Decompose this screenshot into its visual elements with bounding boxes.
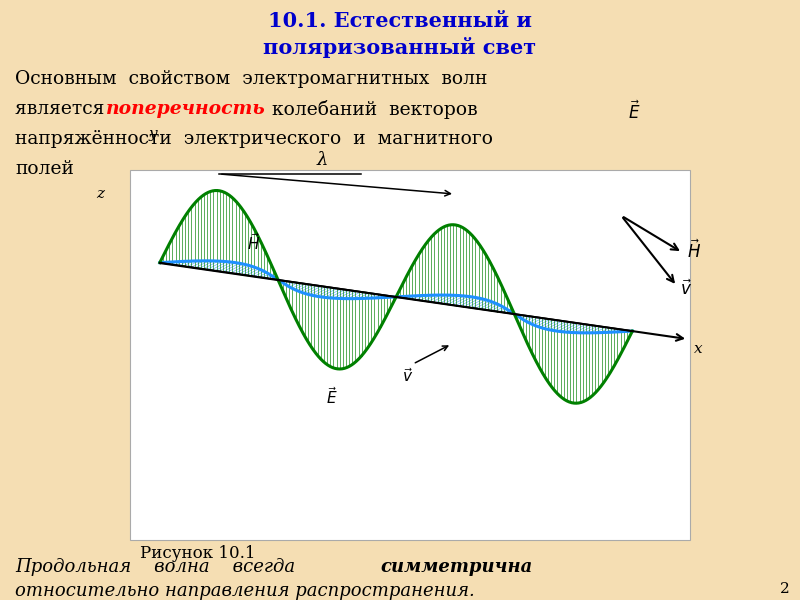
Text: напряжённости  электрического  и  магнитного: напряжённости электрического и магнитног… bbox=[15, 130, 493, 148]
Text: колебаний  векторов: колебаний векторов bbox=[260, 100, 478, 119]
Text: $\vec{E}$: $\vec{E}$ bbox=[326, 386, 338, 407]
Text: $\vec{v}$: $\vec{v}$ bbox=[680, 280, 692, 299]
FancyBboxPatch shape bbox=[130, 170, 690, 540]
Text: $\vec{H}$: $\vec{H}$ bbox=[687, 239, 701, 262]
Text: z: z bbox=[96, 187, 104, 201]
Text: относительно направления распространения.: относительно направления распространения… bbox=[15, 582, 474, 600]
Text: полей: полей bbox=[15, 160, 74, 178]
Text: Основным  свойством  электромагнитных  волн: Основным свойством электромагнитных волн bbox=[15, 70, 487, 88]
Text: 10.1. Естественный и
поляризованный свет: 10.1. Естественный и поляризованный свет bbox=[263, 11, 537, 58]
Text: $\vec{E}$: $\vec{E}$ bbox=[628, 101, 641, 123]
Text: x: x bbox=[694, 343, 702, 356]
Text: $\vec{H}$: $\vec{H}$ bbox=[246, 232, 260, 253]
Text: Рисунок 10.1: Рисунок 10.1 bbox=[140, 545, 255, 562]
Text: поперечность: поперечность bbox=[106, 100, 266, 118]
Text: 2: 2 bbox=[780, 582, 790, 596]
Text: симметрична: симметрична bbox=[380, 558, 532, 576]
Text: является: является bbox=[15, 100, 110, 118]
Text: $\vec{v}$: $\vec{v}$ bbox=[402, 367, 413, 385]
Text: λ: λ bbox=[316, 151, 328, 169]
Text: y: y bbox=[149, 127, 158, 140]
Text: Продольная    волна    всегда: Продольная волна всегда bbox=[15, 558, 318, 576]
